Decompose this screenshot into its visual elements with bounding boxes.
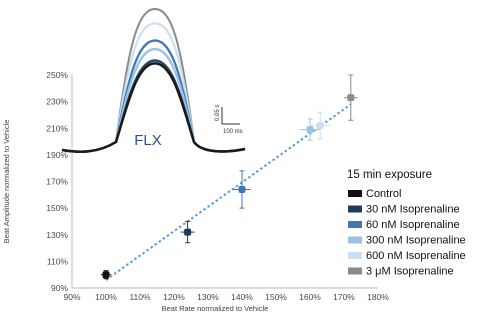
inset-curves <box>61 7 246 153</box>
legend-swatch <box>348 221 362 228</box>
x-tick-label: 170% <box>333 292 355 302</box>
legend-swatch <box>348 236 362 244</box>
x-tick-label: 130% <box>197 292 219 302</box>
y-tick-label: 210% <box>46 123 68 133</box>
point-marker <box>238 185 246 193</box>
data-point <box>180 220 195 244</box>
legend-item: 600 nM Isoprenaline <box>348 250 466 262</box>
point-marker <box>184 228 192 236</box>
scale-bar-x-label: 100 ms <box>223 129 243 135</box>
legend-swatch <box>348 267 362 275</box>
x-tick-label: 180% <box>367 292 389 302</box>
inset-trace <box>61 62 246 153</box>
legend-title: 15 min exposure <box>347 169 432 181</box>
legend-items: Control 30 nM Isoprenaline 60 nM Isoprenal… <box>348 188 466 278</box>
legend-label: 3 μM Isoprenaline <box>366 266 454 278</box>
x-tick-label: 90% <box>63 292 80 302</box>
legend-swatch <box>348 205 362 213</box>
x-tick-labels: 90% 100% 110% 120% 130% 140% 150% 160% 170% 180% <box>63 292 389 302</box>
scale-bar: 0.05 s 100 ms <box>215 105 243 135</box>
x-tick-label: 100% <box>95 292 117 302</box>
inset-waveforms: FLX 0.05 s 100 ms <box>61 7 246 153</box>
legend-label: 300 nM Isoprenaline <box>366 235 466 247</box>
legend-label: 30 nM Isoprenaline <box>366 204 460 216</box>
legend-swatch <box>348 252 362 259</box>
y-tick-label: 110% <box>47 256 69 266</box>
y-tick-labels: 90% 110% 130% 150% 170% 190% 210% 230% 250% <box>46 70 68 293</box>
data-point <box>233 170 251 209</box>
legend-item: Control <box>348 188 401 200</box>
point-marker <box>102 271 110 279</box>
legend-label: 600 nM Isoprenaline <box>366 250 466 262</box>
x-tick-label: 120% <box>163 292 185 302</box>
x-axis-title: Beat Rate normalized to Vehicle <box>162 304 269 313</box>
legend-item: 30 nM Isoprenaline <box>348 204 460 216</box>
x-tick-label: 110% <box>129 292 151 302</box>
y-axis-title: Beat Amplitude normalized to Vehicle <box>2 120 11 244</box>
data-points <box>100 74 358 280</box>
y-tick-label: 230% <box>46 97 68 107</box>
y-tick-label: 170% <box>46 177 68 187</box>
y-tick-label: 90% <box>51 283 68 293</box>
legend-label: Control <box>366 188 401 200</box>
data-point <box>100 270 112 280</box>
legend-label: 60 nM Isoprenaline <box>366 219 460 231</box>
inset-label: FLX <box>134 132 162 149</box>
scale-bar-y-label: 0.05 s <box>215 105 221 121</box>
point-marker <box>316 122 324 130</box>
y-tick-label: 150% <box>46 203 68 213</box>
legend: 15 min exposure Control 30 nM Isoprenalin… <box>347 169 466 278</box>
x-tick-label: 150% <box>265 292 287 302</box>
legend-item: 60 nM Isoprenaline <box>348 219 460 231</box>
data-point <box>299 118 321 141</box>
x-tick-label: 140% <box>231 292 253 302</box>
data-point <box>310 111 331 140</box>
y-tick-label: 130% <box>46 230 68 240</box>
axes <box>71 75 378 289</box>
data-point <box>344 74 358 121</box>
y-tick-label: 190% <box>46 150 68 160</box>
point-marker <box>306 126 314 134</box>
point-marker <box>347 94 355 102</box>
y-tick-label: 250% <box>46 70 68 80</box>
inset-trace <box>61 7 246 153</box>
legend-item: 300 nM Isoprenaline <box>348 235 466 247</box>
legend-item: 3 μM Isoprenaline <box>348 266 454 278</box>
x-tick-label: 160% <box>299 292 321 302</box>
legend-swatch <box>348 190 362 197</box>
